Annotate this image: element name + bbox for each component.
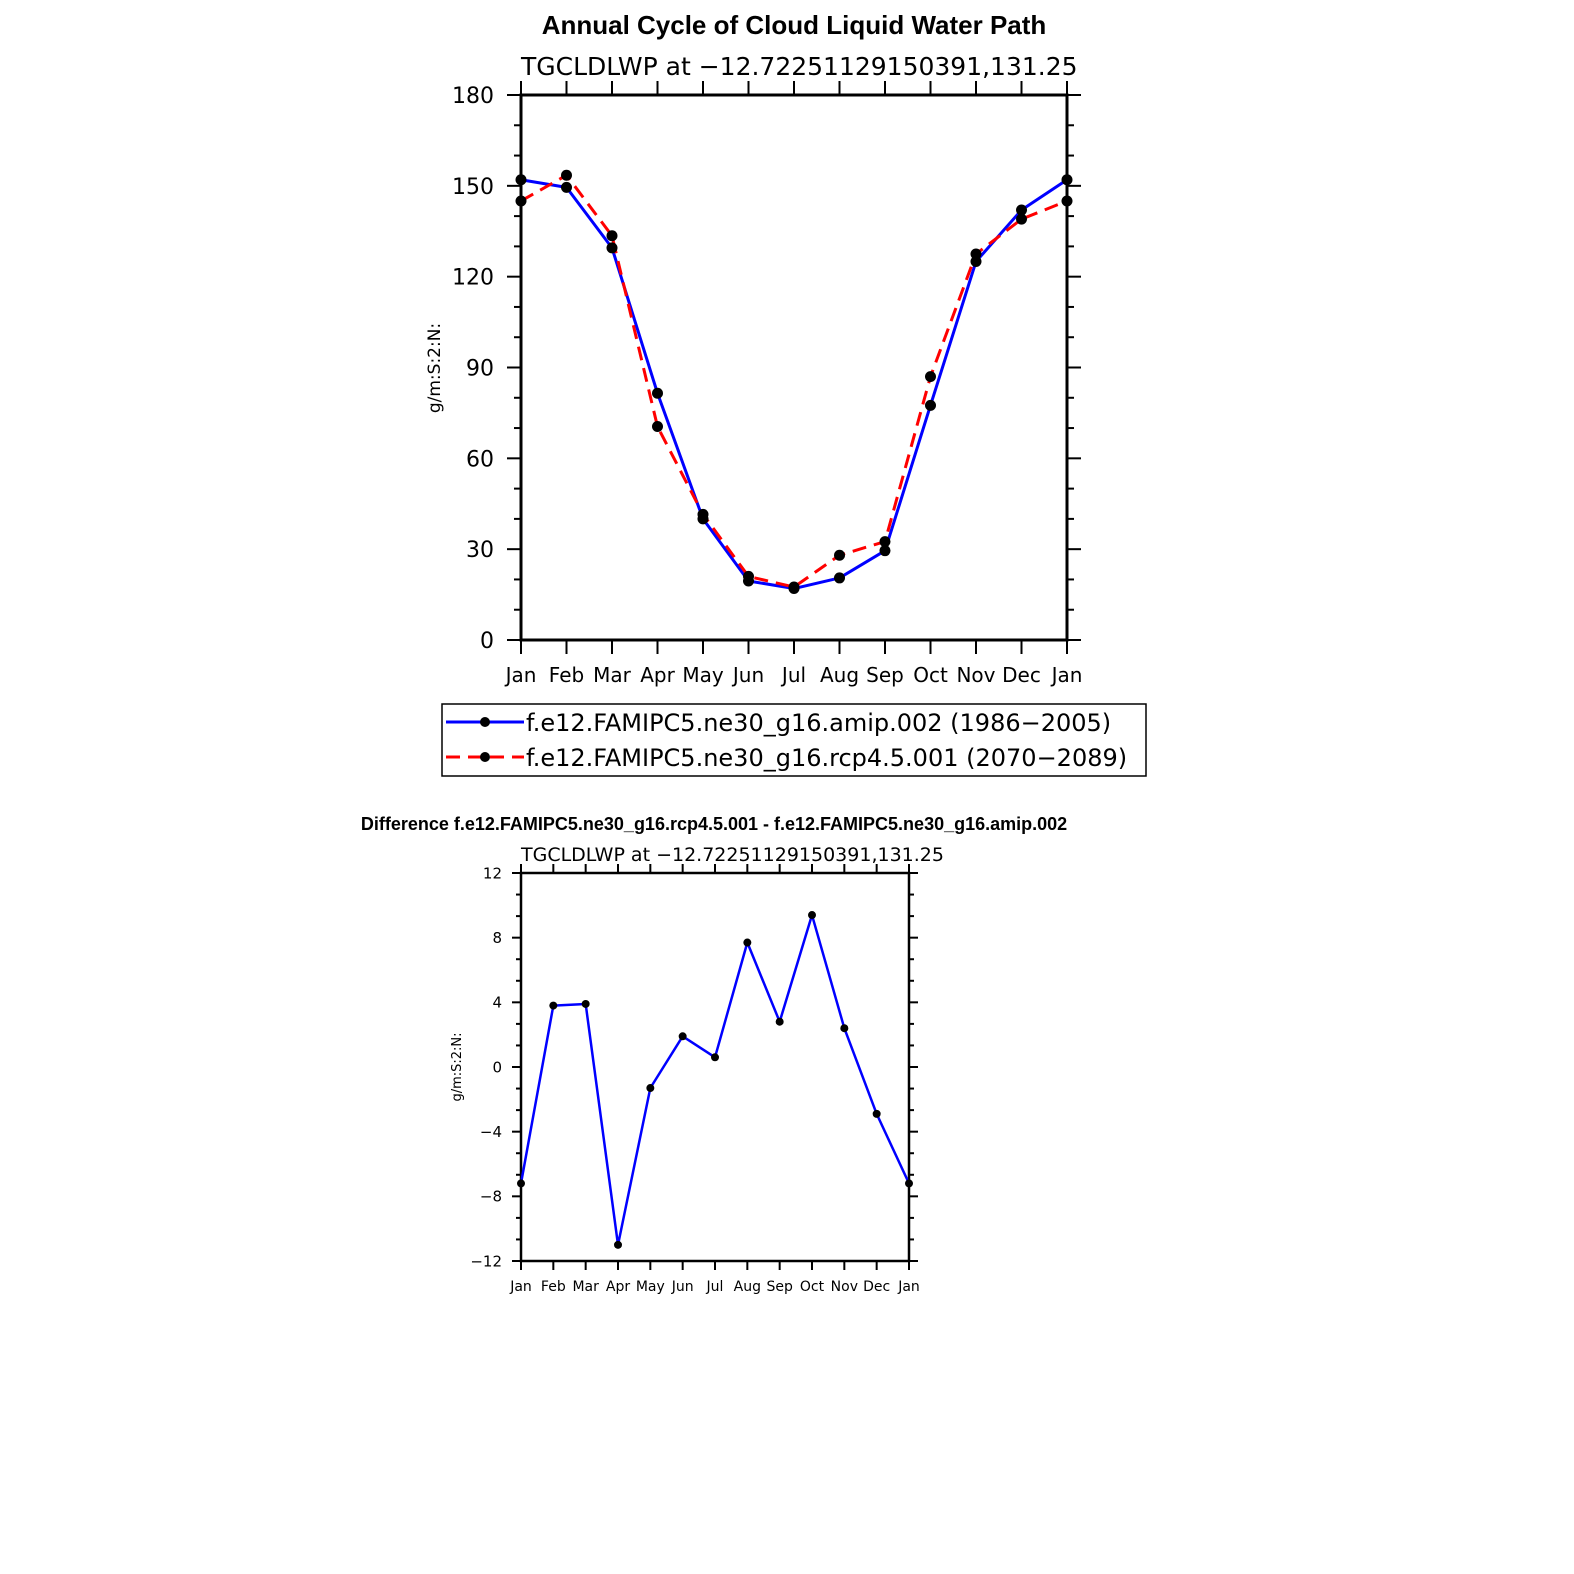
chart-title: Difference f.e12.FAMIPC5.ne30_g16.rcp4.5… [361,814,1067,834]
y-tick-label: −8 [480,1188,502,1206]
data-point-0 [646,1084,655,1093]
y-tick-label: 90 [466,356,494,381]
data-point-0 [1016,204,1027,216]
x-tick-label: Dec [863,1279,890,1295]
data-point-0 [517,1179,525,1188]
data-point-1 [743,570,754,582]
y-axis-label: g/m:S:2:N: [450,1032,465,1101]
data-point-1 [652,421,663,433]
data-point-1 [788,581,800,593]
x-tick-label: Jan [509,1279,532,1295]
chart-subtitle: TGCLDLWP at −12.72251129150391,131.25 [520,844,944,866]
legend-marker-0 [480,717,490,727]
x-tick-label: Dec [1002,663,1041,687]
x-tick-label: Sep [866,663,904,687]
legend-label-0: f.e12.FAMIPC5.ne30_g16.amip.002 (1986−20… [526,709,1111,737]
x-tick-label: Apr [640,663,675,687]
data-point-1 [561,169,572,181]
plot-frame [519,871,911,1263]
data-point-0 [970,256,982,268]
chart-subtitle: TGCLDLWP at −12.72251129150391,131.25 [520,52,1078,81]
data-point-0 [840,1024,849,1033]
data-point-1 [970,248,982,260]
y-tick-label: 8 [492,929,502,947]
y-tick-label: 180 [452,84,494,109]
difference-chart: Difference f.e12.FAMIPC5.ne30_g16.rcp4.5… [361,814,1067,1295]
x-tick-label: Feb [549,663,584,687]
data-point-0 [808,911,816,920]
plot-area: 0 30 60 90 120 150 180 Jan Feb Mar Apr May Jun Jul Aug… [452,81,1082,687]
data-point-0 [834,572,845,584]
data-point-1 [1016,213,1027,225]
legend: f.e12.FAMIPC5.ne30_g16.amip.002 (1986−20… [441,703,1147,777]
y-axis-label: g/m:S:2:N: [425,323,445,413]
data-point-0 [561,181,572,193]
x-tick-label: Mar [593,663,632,687]
y-tick-label: 60 [466,447,494,472]
x-tick-label: Jun [731,663,764,687]
data-point-0 [1061,174,1073,186]
y-tick-label: 150 [452,175,494,200]
y-tick-label: 12 [483,864,502,882]
y-tick-label: −4 [480,1123,502,1141]
x-tick-label: Sep [766,1279,793,1295]
x-tick-label: Nov [956,663,995,687]
data-point-0 [711,1053,719,1062]
y-tick-label: 120 [452,266,494,291]
series-line-0 [520,178,1068,591]
data-point-1 [925,371,936,383]
data-point-0 [743,938,752,947]
plot-area: −12 −8 −4 0 4 8 12 Jan Feb Mar Apr May Jun Jul Aug Sep O… [470,864,920,1295]
y-tick-label: 30 [466,538,494,563]
y-tick-label: 4 [492,994,502,1012]
x-tick-label: May [682,663,724,687]
data-point-0 [549,1001,558,1010]
plot-frame [519,93,1069,642]
chart-title: Annual Cycle of Cloud Liquid Water Path [542,10,1047,40]
data-point-0 [606,242,618,254]
y-tick-label: 0 [480,629,494,654]
x-tick-label: Aug [820,663,859,687]
x-tick-label: Jul [706,1279,724,1295]
y-tick-label: −12 [470,1252,502,1270]
data-point-1 [697,508,709,520]
x-tick-label: Jan [897,1279,920,1295]
x-tick-label: Jul [780,663,806,687]
data-point-1 [606,230,618,242]
series-line-0 [519,913,911,1247]
data-point-0 [515,174,527,186]
data-point-1 [515,195,527,207]
data-point-0 [678,1032,687,1041]
data-point-0 [775,1017,784,1026]
x-tick-label: May [636,1279,665,1295]
data-point-0 [652,387,663,399]
data-point-1 [1061,195,1073,207]
legend-marker-1 [480,752,490,762]
x-tick-label: Oct [800,1279,825,1295]
x-tick-label: Nov [831,1279,858,1295]
data-point-1 [834,549,845,561]
data-point-0 [879,545,891,557]
x-tick-label: Apr [606,1279,630,1295]
x-tick-label: Oct [913,663,948,687]
legend-box [441,703,1147,777]
x-tick-label: Mar [572,1279,599,1295]
data-marks [517,911,913,1249]
data-point-1 [879,536,891,548]
y-tick-label: 0 [492,1058,502,1076]
data-point-0 [872,1109,881,1118]
x-tick-label: Jan [1050,663,1083,687]
data-point-0 [581,999,590,1008]
data-point-0 [614,1240,622,1249]
legend-label-1: f.e12.FAMIPC5.ne30_g16.rcp4.5.001 (2070−… [526,744,1127,772]
x-tick-label: Jan [504,663,537,687]
x-tick-label: Jun [671,1279,694,1295]
data-point-0 [905,1179,913,1188]
x-tick-label: Aug [734,1279,761,1295]
data-point-0 [925,399,936,411]
annual-cycle-chart: Annual Cycle of Cloud Liquid Water Path … [425,10,1147,777]
x-tick-label: Feb [541,1279,566,1295]
data-marks [515,169,1073,595]
